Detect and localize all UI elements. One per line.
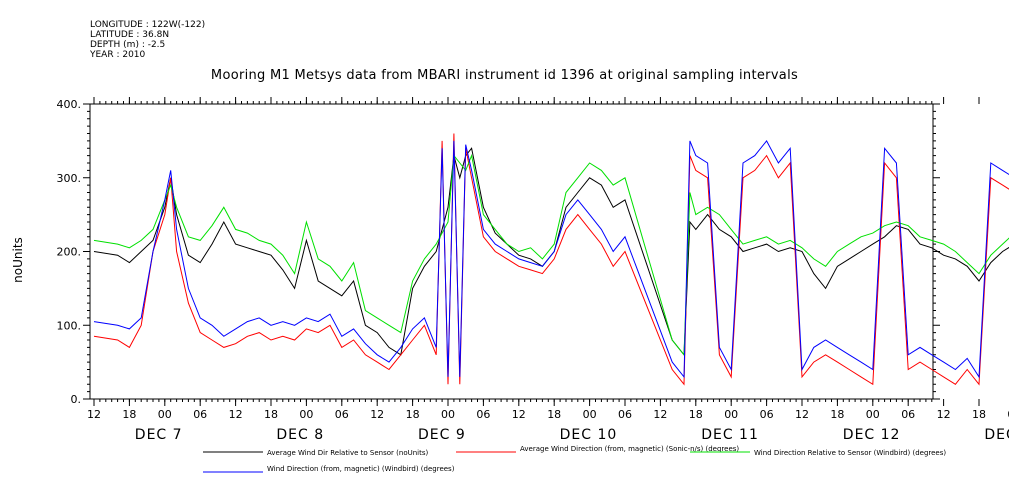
y-tick-label: 400. [57,98,82,111]
x-tick-label: 18 [406,408,420,421]
y-tick-label: 100. [57,319,82,332]
x-tick-label: 06 [618,408,632,421]
series-line-1 [93,147,1009,357]
legend-label-3: Wind Direction Relative to Sensor (Windb… [754,449,946,457]
x-tick-label: 00 [1007,408,1009,421]
chart-title: Mooring M1 Metsys data from MBARI instru… [210,68,799,83]
x-tick-label: 12 [795,408,809,421]
year-text: YEAR : 2010 [90,50,146,60]
x-tick-label: 06 [901,408,915,421]
day-label: DEC 10 [560,427,618,443]
x-tick-label: 18 [972,408,986,421]
x-tick-label: 00 [866,408,880,421]
x-tick-label: 18 [264,408,278,421]
x-tick-label: 06 [193,408,207,421]
legend-label-4: Wind Direction (from, magnetic) (Windbir… [267,465,455,473]
day-label: DEC 12 [843,427,901,443]
day-label: DEC 8 [276,427,324,443]
x-tick-label: 18 [122,408,136,421]
x-tick-label: 06 [335,408,349,421]
x-tick-label: 00 [441,408,455,421]
x-tick-label: 18 [547,408,561,421]
series-line-3 [93,153,1009,357]
series-line-2 [93,133,1009,386]
day-label: DEC 9 [418,427,466,443]
x-tick-label: 12 [229,408,243,421]
x-tick-label: 18 [689,408,703,421]
legend-label-1: Average Wind Dir Relative to Sensor (noU… [267,449,428,457]
legend-label-2: Average Wind Direction (from, magnetic) … [520,445,739,453]
latitude-text: LATITUDE : 36.8N [90,30,170,40]
x-tick-label: 12 [512,408,526,421]
depth-text: DEPTH (m) : -2.5 [90,40,166,50]
day-label: DEC 13 [984,427,1009,443]
x-tick-label: 00 [299,408,313,421]
x-tick-label: 12 [653,408,667,421]
x-tick-label: 12 [937,408,951,421]
series-line-4 [93,139,1009,379]
y-tick-label: 200. [57,246,82,259]
y-tick-label: 0. [71,393,82,406]
x-tick-label: 12 [370,408,384,421]
day-label: DEC 11 [701,427,759,443]
x-tick-label: 06 [476,408,490,421]
x-tick-label: 18 [830,408,844,421]
metadata-block: LONGITUDE : 122W(-122) LATITUDE : 36.8N … [90,20,205,60]
x-tick-label: 00 [724,408,738,421]
y-tick-label: 300. [57,172,82,185]
x-tick-label: 06 [760,408,774,421]
x-tick-label: 00 [158,408,172,421]
x-tick-label: 00 [583,408,597,421]
day-label: DEC 7 [135,427,183,443]
longitude-text: LONGITUDE : 122W(-122) [90,20,206,30]
x-tick-label: 12 [87,408,101,421]
